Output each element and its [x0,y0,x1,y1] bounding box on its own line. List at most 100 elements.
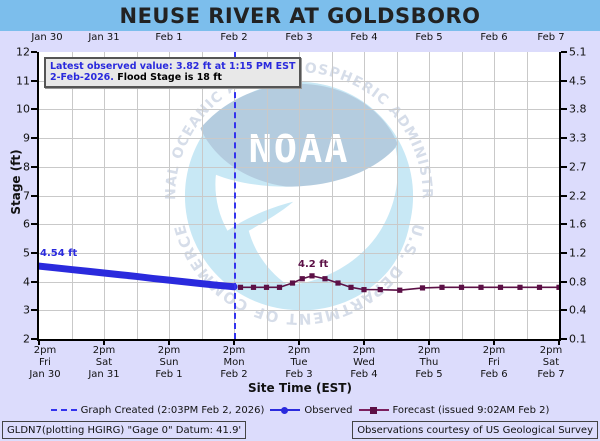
chart-legend: Graph Created (2:03PM Feb 2, 2026) Obser… [0,401,600,419]
y-axis-right-tick [561,165,567,168]
gridline-vertical [494,52,495,339]
xtick-day: Sat [542,357,560,368]
y-axis-right-tick [561,194,567,197]
y-axis-left: 2 3 4 5 6 7 8 9 10 11 12 [0,46,37,346]
legend-item-forecast[interactable]: Forecast (issued 9:02AM Feb 2) [358,404,550,416]
xtick-day: Tue [290,357,308,368]
xtick-date: Feb 1 [155,369,183,380]
legend-label-forecast: Forecast (issued 9:02AM Feb 2) [392,404,550,416]
y-axis-left-tick [31,165,37,168]
x-axis-tick-label: 2pm Tue Feb 3 [285,345,312,381]
x-axis-tick-label: 2pm Fri Jan 30 [29,345,60,381]
chart-series-layer [39,262,559,293]
xtick-date: Feb 3 [285,369,313,380]
y-axis-left-tick [31,223,37,226]
xtick-date: Feb 7 [537,369,565,380]
top-date-label: Feb 6 [480,32,508,43]
forecast-data-point [250,284,257,290]
y-axis-right: 0.1 0.4 0.8 1.2 1.6 2.2 2.7 3.3 3.8 4.5 5.1 [561,46,600,346]
x-axis-tick [493,339,495,345]
x-axis-tick-labels: 2pm Fri Jan 30 2pm Sat Jan 31 2pm Sun Feb 1 2pm Mo… [0,345,600,387]
xtick-time: 2pm [539,345,563,356]
forecast-data-point [322,276,328,282]
x-axis-tick-label: 2pm Mon Feb 2 [220,345,247,381]
gridline-vertical [266,52,268,339]
y-axis-right-tick [561,338,567,340]
y-axis-left-tick-label: 11 [16,74,30,88]
y-axis-left-tick-label: 8 [23,160,30,174]
gridline-vertical [136,52,138,339]
x-axis-tick [363,339,365,345]
top-date-label: Feb 5 [415,32,443,43]
xtick-time: 2pm [222,345,246,356]
xtick-date: Jan 30 [29,369,61,380]
x-axis-tick [428,339,430,345]
y-axis-left-tick [31,108,37,111]
forecast-data-point [299,276,305,282]
gridline-vertical [71,52,73,339]
y-axis-right-tick [561,51,567,53]
y-axis-right-tick [561,251,567,254]
top-date-label: Feb 3 [285,32,313,43]
y-axis-right-tick-label: 5.1 [569,45,587,59]
dashed-line-icon [50,409,77,411]
x-axis-tick-label: 2pm Wed Feb 4 [350,345,377,381]
x-axis-tick [103,339,105,345]
forecast-peak-label: 4.2 ft [298,258,329,270]
x-axis-tick [558,339,560,345]
gridline-vertical [461,52,463,339]
gridline-vertical [396,52,398,339]
xtick-time: 2pm [482,345,506,356]
gridline-vertical [201,52,203,339]
gridline-vertical [526,52,528,339]
top-date-label: Feb 7 [537,32,565,43]
xtick-date: Feb 2 [220,369,248,380]
xtick-day: Wed [353,357,375,368]
xtick-date: Jan 31 [88,369,120,380]
x-axis-tick [298,339,300,345]
xtick-time: 2pm [352,345,376,356]
x-axis-tick-label: 2pm Sat Jan 31 [88,345,119,381]
title-bar: NEUSE RIVER AT GOLDSBORO [0,0,600,31]
callout-line-2: 2-Feb-2026. Flood Stage is 18 ft [50,72,295,83]
gridline-vertical [299,52,300,339]
y-axis-right-tick [561,280,567,283]
x-axis-tick [233,339,235,345]
forecast-data-point [289,280,296,286]
top-date-label: Jan 30 [31,32,63,43]
x-axis-tick-label: 2pm Thu Feb 5 [415,345,442,381]
forecast-data-point [458,284,465,290]
observed-start-label: 4.54 ft [40,248,78,260]
y-axis-left-tick-label: 12 [16,45,30,59]
forecast-data-point [419,285,426,291]
forecast-data-point [517,284,523,290]
legend-label-graph-created: Graph Created (2:03PM Feb 2, 2026) [80,404,265,416]
x-axis-tick-label: 2pm Fri Feb 6 [480,345,507,381]
xtick-day: Thu [419,357,439,368]
top-date-label: Feb 2 [220,32,248,43]
gridline-vertical [364,52,365,339]
xtick-day: Sat [95,357,113,368]
forecast-data-point [377,287,383,293]
forecast-data-point [276,284,283,290]
y-axis-right-tick-label: 0.8 [569,275,587,289]
xtick-time: 2pm [417,345,441,356]
y-axis-right-tick-label: 2.2 [569,189,587,202]
legend-item-graph-created[interactable]: Graph Created (2:03PM Feb 2, 2026) [50,404,265,416]
chart-plot-area: NOAA NATIONAL OCEANIC AND ATMOSPHERIC AD… [37,52,561,339]
callout-date: 2-Feb-2026. [50,72,114,83]
y-axis-left-tick-label: 2 [23,332,30,346]
gridline-vertical [169,52,170,339]
forecast-data-point [309,273,315,279]
latest-observed-callout: Latest observed value: 3.82 ft at 1:15 P… [44,57,302,88]
legend-item-observed[interactable]: Observed [270,405,353,416]
y-axis-left-tick-label: 9 [23,131,30,145]
gridline-vertical [331,52,333,339]
y-axis-right-tick [561,309,567,312]
xtick-time: 2pm [157,345,181,356]
forecast-data-point [361,287,367,293]
forecast-data-point [263,284,270,290]
y-axis-left-tick [31,137,37,140]
forecast-data-point [556,284,559,290]
xtick-time: 2pm [92,345,116,356]
